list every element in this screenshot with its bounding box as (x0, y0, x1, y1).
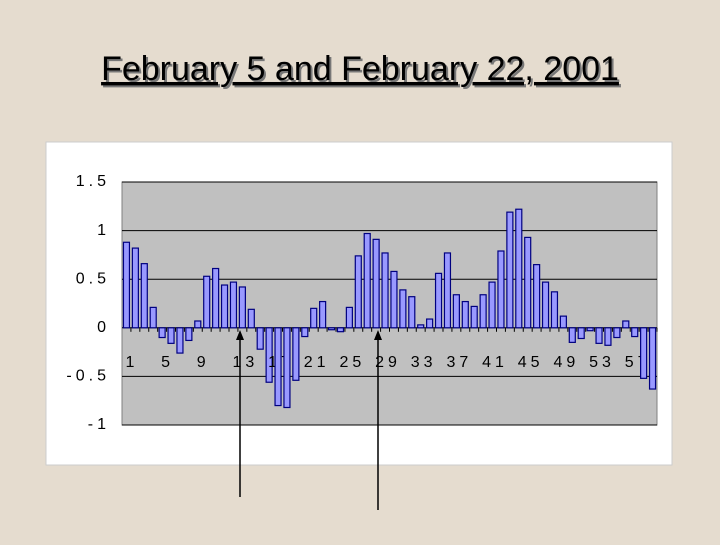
x-tick-label: 13 (232, 354, 258, 371)
bar (372, 238, 380, 329)
bar (140, 263, 148, 329)
bar (622, 320, 630, 329)
bar (167, 327, 175, 344)
bar (631, 327, 639, 338)
bar (354, 255, 362, 329)
bar (434, 272, 443, 329)
y-tick-label: 0.5 (76, 270, 110, 287)
x-tick-label: 9 (197, 354, 210, 371)
title-shadow: February 5 and February 22, 2001 (103, 52, 621, 90)
x-tick-label: 29 (375, 354, 401, 371)
bar (488, 281, 496, 329)
x-tick-label: 5 (161, 354, 174, 371)
arrow-head (236, 330, 244, 340)
bar (265, 327, 273, 383)
bar (452, 294, 460, 329)
bar (417, 324, 425, 329)
bar (194, 320, 202, 329)
bar (443, 252, 452, 329)
bar (292, 327, 300, 381)
x-tick-label: 41 (482, 354, 508, 371)
bar (229, 281, 238, 329)
bar (203, 275, 211, 329)
y-tick-label: 1 (97, 222, 110, 239)
x-tick-label: 1 (125, 354, 138, 371)
x-tick-label: 21 (304, 354, 330, 371)
bar (604, 327, 612, 346)
bar (613, 327, 621, 339)
y-tick-label: -0.5 (66, 368, 110, 385)
x-tick-label: 45 (518, 354, 544, 371)
bar (506, 211, 514, 329)
x-tick-label: 25 (339, 354, 365, 371)
bar (247, 308, 255, 329)
bar (176, 327, 184, 354)
bar (336, 327, 345, 333)
bar (595, 327, 603, 344)
x-tick-label: 49 (553, 354, 579, 371)
x-tick-label: 53 (589, 354, 615, 371)
y-tick-label: 1.5 (76, 173, 110, 190)
arrow-head (374, 330, 382, 340)
bar (122, 241, 131, 329)
bar (568, 327, 576, 343)
bar (586, 327, 594, 332)
bar (426, 318, 434, 329)
bar (541, 281, 550, 329)
x-tick-label: 37 (446, 354, 472, 371)
bar (640, 327, 648, 379)
bar (310, 307, 318, 329)
bar (390, 270, 398, 329)
bar (559, 315, 567, 329)
bar (185, 327, 193, 342)
bar (648, 327, 657, 390)
bar (408, 296, 416, 329)
title: February 5 and February 22, 2001 (101, 50, 619, 88)
bar (283, 327, 291, 409)
bar (274, 327, 282, 407)
bar (345, 306, 353, 329)
bar (479, 294, 487, 329)
bar (238, 286, 246, 329)
bar (149, 306, 157, 329)
bar (381, 252, 389, 329)
bar (497, 250, 505, 329)
bar (327, 327, 336, 331)
bar (131, 247, 139, 329)
bar (515, 208, 523, 329)
bar (577, 327, 585, 340)
bar (158, 327, 166, 339)
bar (470, 305, 478, 329)
bar (363, 232, 371, 329)
bar (301, 327, 309, 338)
bar (319, 300, 327, 329)
bar (550, 291, 559, 329)
bar (212, 267, 220, 329)
bar (533, 264, 541, 329)
plot-area (121, 181, 658, 426)
bar (461, 300, 469, 329)
bar (256, 327, 264, 350)
bar (524, 236, 532, 329)
y-tick-label: 0 (97, 319, 110, 336)
y-tick-label: -1 (88, 416, 110, 433)
bar (399, 289, 407, 329)
x-tick-label: 33 (411, 354, 437, 371)
bar (220, 284, 229, 329)
